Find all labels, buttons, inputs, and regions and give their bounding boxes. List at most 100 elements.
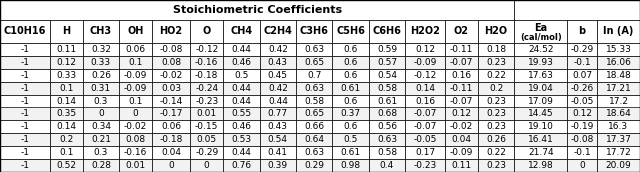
Bar [223,82,260,95]
Bar [152,95,190,108]
Text: 0.2: 0.2 [489,84,503,93]
Bar [332,120,369,133]
Text: 0.7: 0.7 [307,71,321,80]
Text: -0.11: -0.11 [450,84,473,93]
Text: 0.01: 0.01 [125,161,146,170]
Text: 20.09: 20.09 [605,161,632,170]
Text: 0.06: 0.06 [161,122,181,131]
Text: 0.37: 0.37 [340,109,361,119]
Text: -0.12: -0.12 [413,71,436,80]
Text: 0.12: 0.12 [451,109,472,119]
Bar [119,159,152,172]
Bar [445,146,478,159]
Text: C5H6: C5H6 [336,26,365,36]
Bar [296,56,332,69]
Text: 16.41: 16.41 [528,135,554,144]
Text: -0.29: -0.29 [195,148,218,157]
Bar [83,120,119,133]
Bar [445,43,478,56]
Text: 0.14: 0.14 [56,122,76,131]
Bar [0,0,515,20]
Text: 0.14: 0.14 [415,84,435,93]
Bar [369,43,405,56]
Bar [83,133,119,146]
Text: 0.42: 0.42 [268,84,288,93]
Bar [0,108,50,120]
Bar [405,120,445,133]
Text: ln (A): ln (A) [604,26,634,36]
Bar [515,120,567,133]
Text: 0.58: 0.58 [304,96,324,106]
Bar [190,146,223,159]
Bar [260,82,296,95]
Text: -0.07: -0.07 [450,96,473,106]
Bar [478,159,515,172]
Bar [119,82,152,95]
Text: 0.3: 0.3 [93,96,108,106]
Bar [119,20,152,43]
Text: -0.07: -0.07 [450,58,473,67]
Text: 17.37: 17.37 [605,135,632,144]
Text: -0.11: -0.11 [450,45,473,54]
Text: 0.29: 0.29 [304,161,324,170]
Bar [445,95,478,108]
Bar [50,43,83,56]
Text: 0.2: 0.2 [59,135,73,144]
Bar [83,69,119,82]
Text: 0.28: 0.28 [91,161,111,170]
Text: -0.05: -0.05 [570,96,594,106]
Text: 17.09: 17.09 [528,96,554,106]
Text: 0.18: 0.18 [486,45,506,54]
Text: 0.11: 0.11 [56,45,76,54]
Bar [445,159,478,172]
Bar [296,69,332,82]
Text: 0.56: 0.56 [377,122,397,131]
Bar [83,43,119,56]
Text: H: H [62,26,70,36]
Text: 0.63: 0.63 [304,148,324,157]
Bar [152,159,190,172]
Bar [369,108,405,120]
Bar [152,56,190,69]
Bar [0,56,50,69]
Bar [405,43,445,56]
Bar [190,108,223,120]
Bar [567,159,597,172]
Text: 17.2: 17.2 [609,96,628,106]
Text: 0.61: 0.61 [340,84,361,93]
Bar [332,69,369,82]
Bar [296,108,332,120]
Text: -0.02: -0.02 [159,71,183,80]
Text: 0.63: 0.63 [377,135,397,144]
Text: 0.06: 0.06 [125,45,146,54]
Text: 0.12: 0.12 [572,109,592,119]
Text: 0.1: 0.1 [59,84,74,93]
Bar [478,20,515,43]
Text: -0.23: -0.23 [413,161,436,170]
Bar [296,146,332,159]
Text: -1: -1 [20,109,29,119]
Text: 0.22: 0.22 [486,71,506,80]
Bar [515,69,567,82]
Text: 0.58: 0.58 [377,84,397,93]
Bar [478,43,515,56]
Bar [478,146,515,159]
Text: 0.65: 0.65 [304,109,324,119]
Bar [223,120,260,133]
Bar [445,120,478,133]
Bar [152,43,190,56]
Text: 0.3: 0.3 [93,148,108,157]
Text: -0.23: -0.23 [195,96,218,106]
Text: 0.77: 0.77 [268,109,288,119]
Bar [369,56,405,69]
Text: Ea: Ea [534,23,547,33]
Bar [405,20,445,43]
Bar [332,146,369,159]
Text: -1: -1 [20,148,29,157]
Bar [597,120,640,133]
Bar [445,82,478,95]
Text: O: O [203,26,211,36]
Text: -0.16: -0.16 [124,148,147,157]
Text: 0.35: 0.35 [56,109,76,119]
Bar [296,20,332,43]
